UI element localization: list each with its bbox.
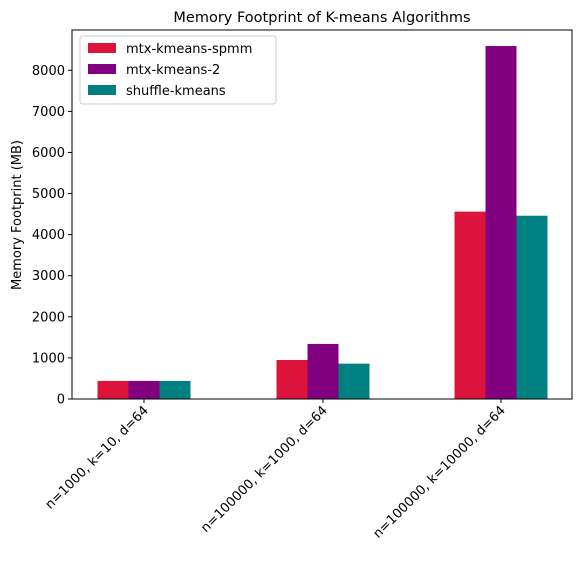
legend-label-mtx-kmeans-2: mtx-kmeans-2: [126, 63, 220, 78]
bar-mtx-kmeans-2-0: [128, 380, 160, 399]
plot-frame: [71, 29, 573, 400]
legend-swatch-shuffle-kmeans: [88, 85, 116, 95]
y-tick-label-0: 0: [57, 393, 65, 408]
bars: [97, 46, 548, 400]
legend: mtx-kmeans-spmm mtx-kmeans-2 shuffle-kmean…: [79, 35, 277, 105]
y-tick-label-1: 1000: [32, 351, 65, 366]
legend-label-shuffle-kmeans: shuffle-kmeans: [126, 84, 226, 99]
y-tick-label-4: 4000: [32, 228, 65, 243]
y-axis-label: Memory Footprint (MB): [10, 140, 25, 290]
x-tick-label-2: n=100000, k=10000, d=64: [370, 403, 508, 541]
y-axis: 0 1000 2000 3000 4000 5000 6000 7000 8000: [32, 64, 72, 408]
y-tick-label-2: 2000: [32, 310, 65, 325]
x-tick-label-0: n=1000, k=10, d=64: [43, 403, 152, 512]
bar-mtx-kmeans-2-1: [307, 343, 339, 399]
x-tick-label-1: n=100000, k=1000, d=64: [198, 403, 331, 536]
bar-mtx-kmeans-2-2: [485, 46, 517, 400]
bar-mtx-kmeans-spmm-0: [97, 380, 129, 399]
legend-box: [79, 35, 277, 105]
bar-mtx-kmeans-spmm-1: [276, 359, 308, 399]
bar-shuffle-kmeans-2: [516, 215, 548, 399]
legend-label-mtx-kmeans-spmm: mtx-kmeans-spmm: [126, 42, 252, 57]
legend-swatch-mtx-kmeans-spmm: [88, 43, 116, 53]
bar-shuffle-kmeans-1: [338, 363, 370, 399]
y-tick-label-5: 5000: [32, 187, 65, 202]
y-tick-label-7: 7000: [32, 105, 65, 120]
chart-title: Memory Footprint of K-means Algorithms: [173, 10, 470, 26]
x-axis: n=1000, k=10, d=64 n=100000, k=1000, d=64…: [43, 399, 509, 542]
bar-mtx-kmeans-spmm-2: [454, 211, 486, 399]
bar-shuffle-kmeans-0: [159, 380, 191, 399]
legend-swatch-mtx-kmeans-2: [88, 64, 116, 74]
y-tick-label-8: 8000: [32, 64, 65, 79]
y-tick-label-3: 3000: [32, 269, 65, 284]
y-tick-label-6: 6000: [32, 146, 65, 161]
